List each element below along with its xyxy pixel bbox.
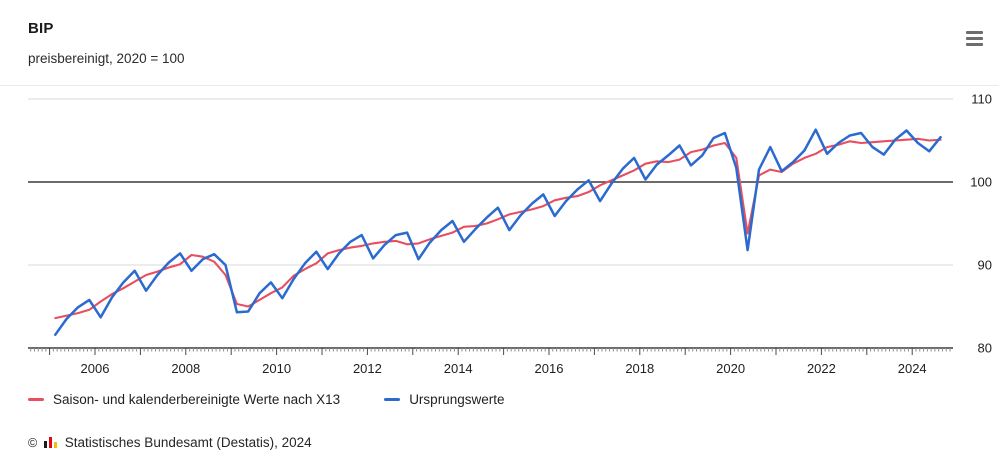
copyright-symbol: © bbox=[28, 435, 38, 450]
x-tick-label: 2020 bbox=[716, 361, 745, 376]
x-tick-label: 2016 bbox=[535, 361, 564, 376]
source-text: Statistisches Bundesamt (Destatis), 2024 bbox=[64, 435, 312, 450]
x-tick-label: 2022 bbox=[807, 361, 836, 376]
header-divider bbox=[0, 85, 999, 86]
x-tick-label: 2024 bbox=[898, 361, 927, 376]
chart-title: BIP bbox=[28, 20, 54, 37]
legend-item-adjusted[interactable]: Saison- und kalenderbereinigte Werte nac… bbox=[28, 392, 340, 407]
source-line: © Statistisches Bundesamt (Destatis), 20… bbox=[28, 435, 312, 450]
x-tick-label: 2010 bbox=[262, 361, 291, 376]
red-line-swatch bbox=[28, 398, 44, 401]
x-tick-label: 2008 bbox=[171, 361, 200, 376]
legend-label: Ursprungswerte bbox=[409, 392, 505, 407]
x-tick-label: 2014 bbox=[444, 361, 473, 376]
hamburger-icon[interactable] bbox=[966, 30, 986, 47]
destatis-bars-icon bbox=[44, 436, 57, 448]
x-tick-label: 2018 bbox=[625, 361, 654, 376]
chart-legend: Saison- und kalenderbereinigte Werte nac… bbox=[28, 392, 504, 407]
series-line-adjusted bbox=[54, 137, 942, 320]
legend-label: Saison- und kalenderbereinigte Werte nac… bbox=[53, 392, 341, 407]
y-tick-label: 100 bbox=[970, 175, 992, 190]
blue-line-swatch bbox=[384, 398, 401, 401]
y-tick-label: 110 bbox=[971, 92, 992, 107]
chart-subtitle: preisbereinigt, 2020 = 100 bbox=[28, 51, 185, 66]
x-tick-label: 2006 bbox=[81, 361, 110, 376]
series-line-original bbox=[54, 128, 942, 336]
y-tick-label: 80 bbox=[978, 341, 992, 356]
x-tick-label: 2012 bbox=[353, 361, 382, 376]
y-tick-label: 90 bbox=[978, 258, 992, 273]
legend-item-original[interactable]: Ursprungswerte bbox=[384, 392, 504, 407]
